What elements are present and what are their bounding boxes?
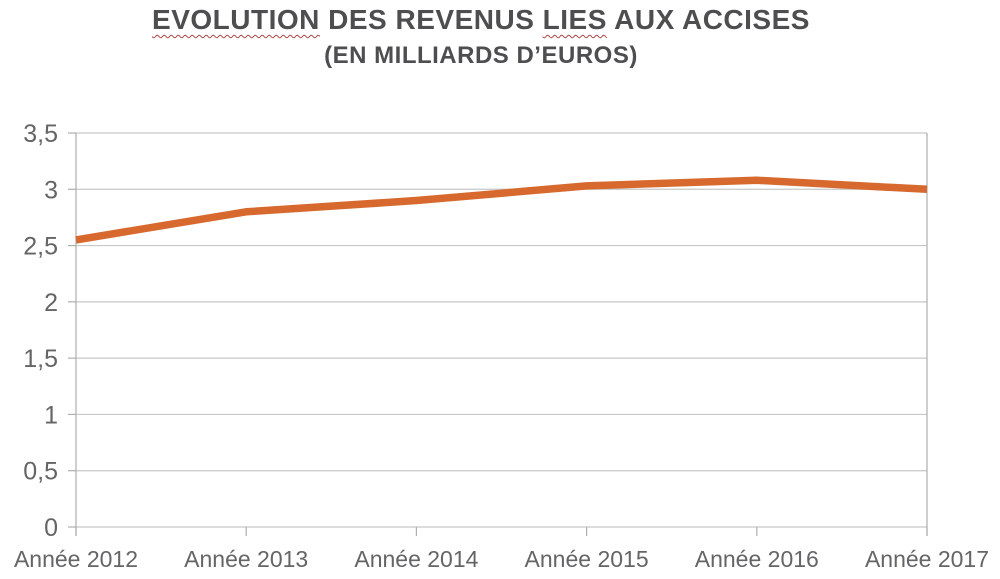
- title-segment: DES REVENUS: [319, 4, 543, 35]
- chart-title: EVOLUTION DES REVENUS LIES AUX ACCISES: [0, 4, 962, 36]
- y-axis-label: 3: [44, 176, 58, 204]
- y-axis-label: 1,5: [23, 345, 58, 373]
- y-axis-label: 0: [44, 514, 58, 542]
- x-axis-label: Année 2016: [695, 546, 819, 572]
- x-axis-label: Année 2012: [14, 546, 138, 572]
- x-axis-label: Année 2015: [525, 546, 649, 572]
- y-axis-label: 0,5: [23, 458, 58, 486]
- title-word-lies: LIES: [542, 4, 607, 35]
- chart-header: EVOLUTION DES REVENUS LIES AUX ACCISES (…: [0, 0, 962, 70]
- title-word-evolution: EVOLUTION: [152, 4, 320, 35]
- x-axis-label: Année 2014: [354, 546, 478, 572]
- x-axis-label: Année 2013: [184, 546, 308, 572]
- y-axis-label: 3,5: [23, 120, 58, 148]
- title-segment: AUX ACCISES: [606, 4, 810, 35]
- chart-subtitle: (EN MILLIARDS D’EUROS): [324, 42, 638, 70]
- y-axis-label: 2,5: [23, 233, 58, 261]
- x-axis-label: Année 2017: [865, 546, 989, 572]
- y-axis-label: 2: [44, 289, 58, 317]
- revenue-line: [75, 176, 928, 244]
- y-axis-label: 1: [44, 401, 58, 429]
